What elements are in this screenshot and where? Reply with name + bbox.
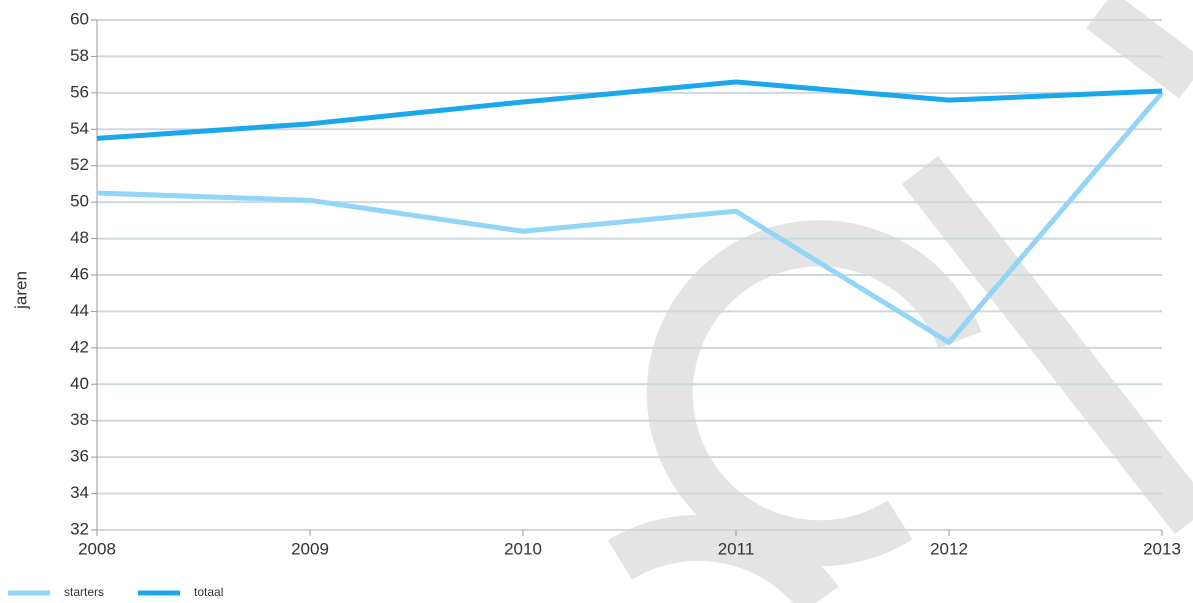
y-tick-label: 38 bbox=[70, 410, 89, 429]
legend-label: starters bbox=[64, 585, 104, 599]
x-tick-label: 2008 bbox=[78, 539, 116, 558]
y-tick-label: 46 bbox=[70, 264, 89, 283]
y-tick-label: 60 bbox=[70, 9, 89, 28]
series-line bbox=[96, 91, 1164, 345]
watermark-shape bbox=[901, 155, 1193, 535]
y-tick-label: 56 bbox=[70, 82, 89, 101]
y-tick-label: 34 bbox=[70, 483, 89, 502]
y-tick-label: 42 bbox=[70, 337, 89, 356]
y-tick-label: 54 bbox=[70, 119, 89, 138]
x-tick-label: 2010 bbox=[504, 539, 542, 558]
x-tick-label: 2011 bbox=[718, 539, 755, 558]
legend-label: totaal bbox=[194, 585, 223, 599]
y-axis-label: jaren bbox=[11, 271, 30, 310]
x-tick-label: 2013 bbox=[1143, 539, 1181, 558]
y-tick-label: 32 bbox=[70, 519, 89, 538]
y-tick-label: 44 bbox=[70, 301, 89, 320]
watermark bbox=[607, 0, 1193, 603]
y-tick-label: 40 bbox=[70, 374, 89, 393]
y-tick-label: 50 bbox=[70, 192, 89, 211]
x-tick-label: 2009 bbox=[291, 539, 329, 558]
y-tick-label: 36 bbox=[70, 447, 89, 466]
x-tick-label: 2012 bbox=[930, 539, 968, 558]
series-line bbox=[96, 79, 1163, 141]
watermark-shape bbox=[646, 220, 982, 567]
y-tick-label: 52 bbox=[70, 155, 89, 174]
watermark-shape bbox=[607, 514, 839, 603]
y-tick-label: 48 bbox=[70, 228, 89, 247]
watermark-shape bbox=[1086, 0, 1193, 99]
y-tick-label: 58 bbox=[70, 46, 89, 65]
